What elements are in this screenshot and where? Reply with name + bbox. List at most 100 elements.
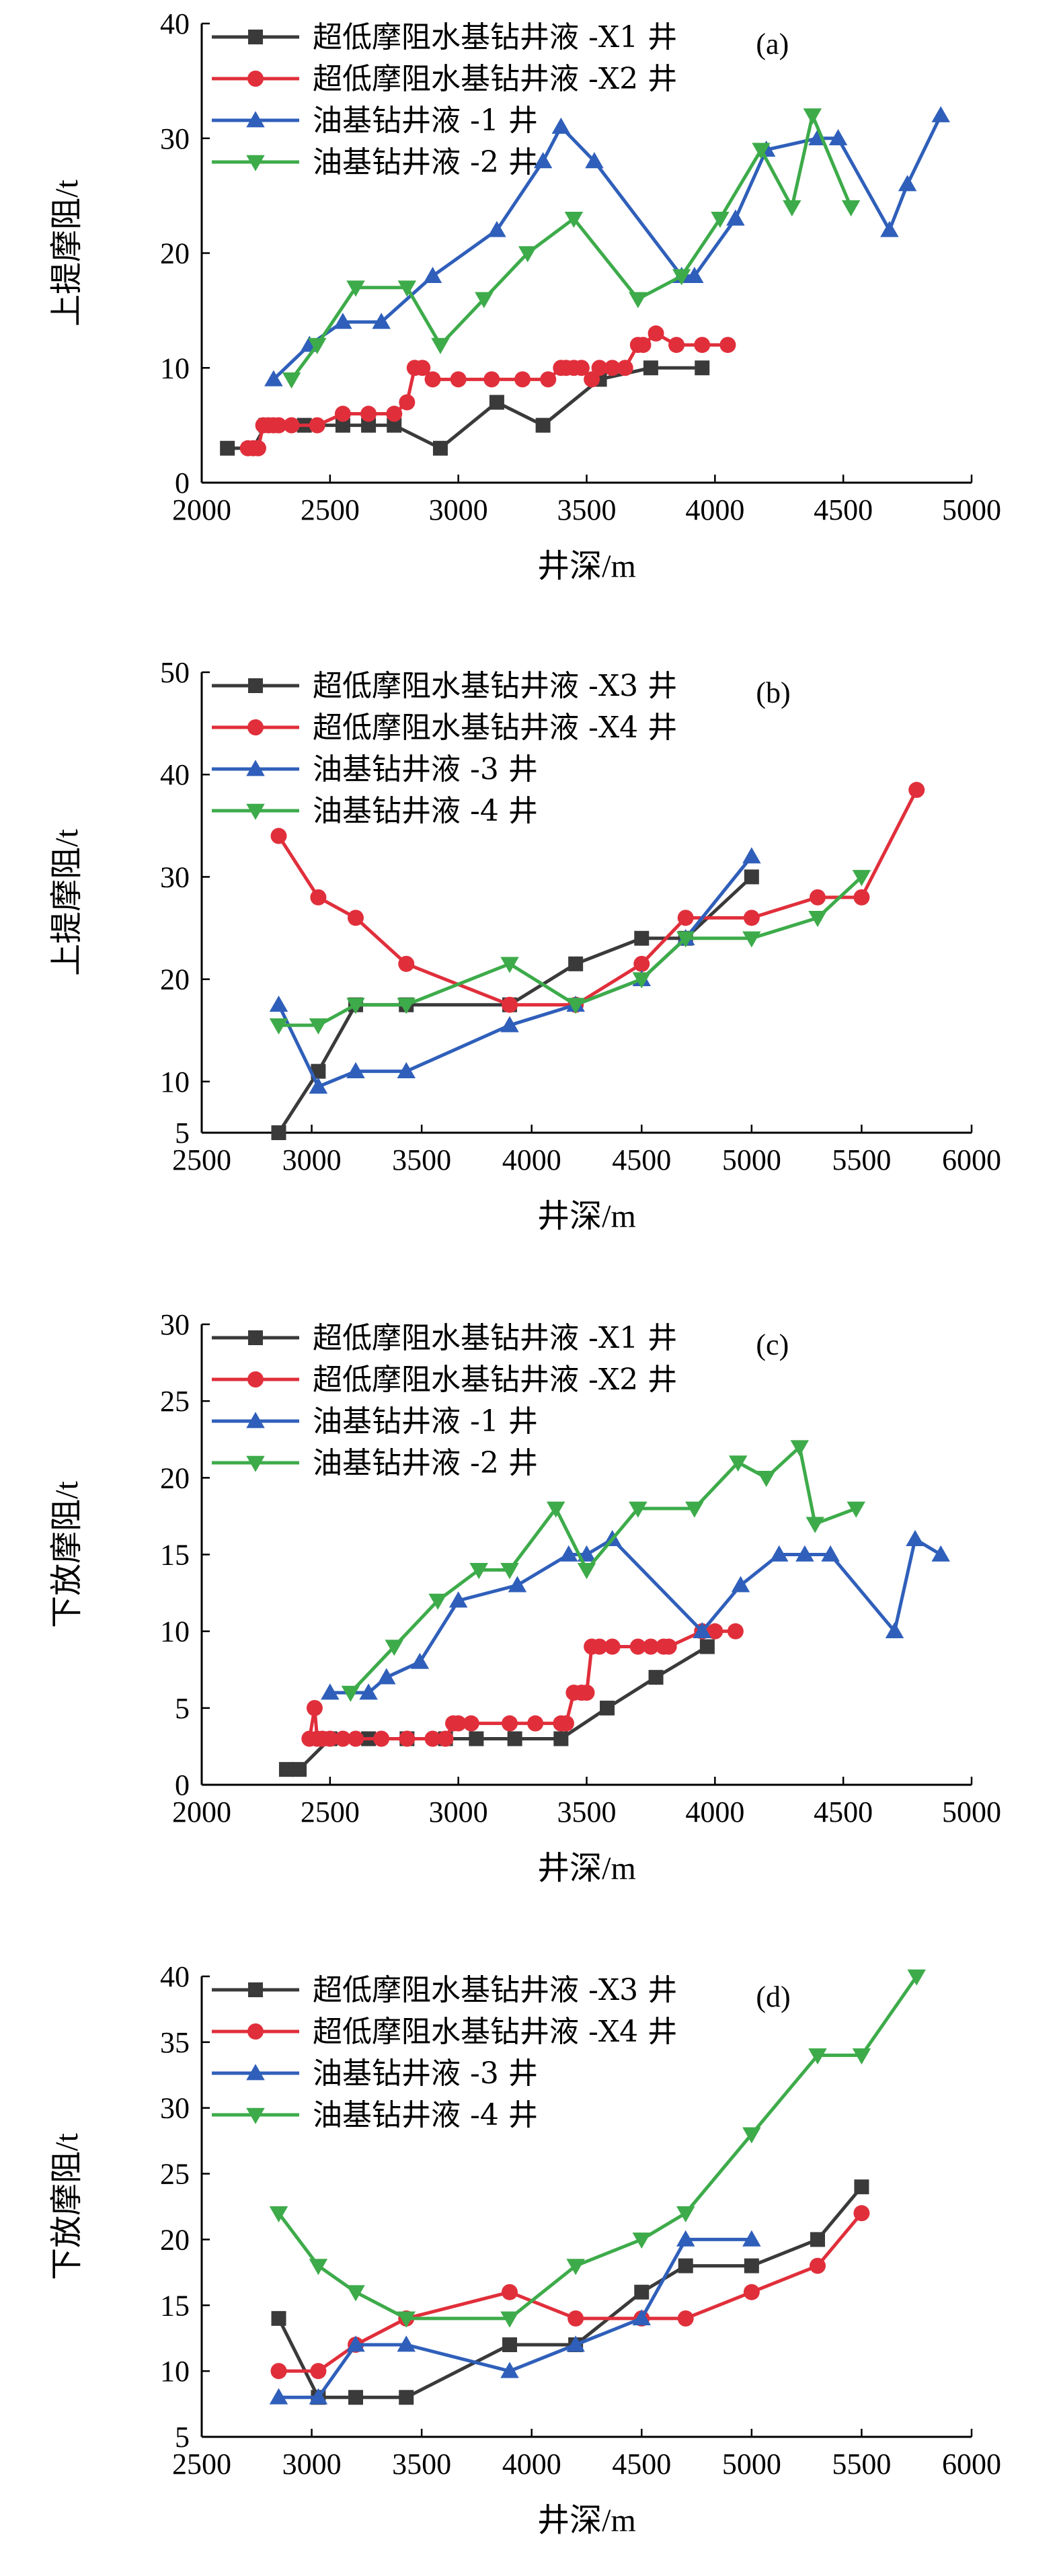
data-point (744, 869, 759, 885)
data-point (567, 2310, 584, 2327)
data-point (385, 1640, 403, 1656)
series-4 (269, 870, 871, 1035)
data-point (450, 1715, 467, 1732)
x-tick-label: 3000 (429, 1796, 488, 1828)
data-point (502, 996, 518, 1013)
data-point (334, 1730, 351, 1747)
data-point (634, 930, 650, 946)
data-point (577, 1563, 596, 1580)
x-tick-label: 2500 (172, 1143, 231, 1176)
y-tick-label: 10 (160, 1065, 190, 1098)
x-axis-label: 井深/m (537, 1199, 636, 1234)
legend-label: 油基钻井液 -4 井 (313, 794, 538, 828)
data-point (853, 2205, 870, 2222)
data-point (269, 2388, 288, 2405)
x-tick-label: 3000 (282, 1143, 342, 1176)
y-axis-label: 上提摩阻/t (49, 829, 85, 976)
y-tick-label: 20 (160, 237, 190, 270)
x-axis-label: 井深/m (537, 2503, 636, 2538)
data-point (360, 405, 377, 422)
data-point (806, 1517, 824, 1533)
x-tick-label: 4500 (814, 493, 873, 526)
data-point (591, 1638, 608, 1655)
data-point (282, 372, 301, 389)
data-point (783, 200, 801, 216)
data-point (346, 280, 365, 297)
series-4 (282, 108, 861, 389)
data-point (648, 1670, 664, 1685)
data-point (591, 360, 608, 376)
y-tick-label: 40 (160, 7, 190, 40)
data-point (676, 2230, 695, 2247)
x-tick-label: 2000 (172, 493, 231, 526)
data-point (853, 889, 870, 905)
data-point (693, 1621, 711, 1638)
data-point (931, 106, 950, 122)
y-tick-label: 10 (160, 352, 190, 385)
legend-label: 油基钻井液 -1 井 (313, 104, 538, 138)
y-tick-label: 40 (160, 758, 190, 791)
data-point (585, 152, 604, 169)
data-point (334, 405, 351, 422)
data-point (629, 292, 648, 309)
legend-label: 超低摩阻水基钻井液 -X3 井 (313, 669, 677, 703)
data-point (634, 2284, 650, 2300)
data-point (278, 1762, 294, 1777)
data-point (676, 2206, 695, 2223)
y-axis-label: 上提摩阻/t (49, 179, 85, 327)
data-point (414, 360, 431, 376)
data-point (386, 405, 403, 422)
data-point (372, 313, 391, 329)
data-point (632, 2309, 652, 2326)
y-tick-label: 10 (160, 2355, 190, 2388)
series-4 (341, 1440, 865, 1702)
data-point (564, 211, 584, 229)
data-point (908, 782, 925, 799)
data-point (306, 1699, 323, 1716)
data-point (642, 1638, 659, 1655)
data-point (270, 2363, 287, 2380)
series-2 (301, 1623, 744, 1747)
data-point (348, 910, 364, 926)
data-point (808, 2048, 827, 2065)
data-point (828, 129, 848, 146)
x-tick-label: 2500 (301, 1796, 360, 1828)
data-point (551, 117, 571, 134)
legend-label: 油基钻井液 -2 井 (313, 145, 538, 179)
data-point (854, 2179, 869, 2195)
series-3 (269, 2230, 761, 2405)
data-point (309, 1077, 328, 1094)
data-point (249, 440, 266, 456)
x-tick-label: 2000 (172, 1796, 231, 1828)
legend-marker (247, 719, 264, 735)
x-tick-label: 6000 (942, 1143, 1001, 1176)
data-point (885, 1621, 904, 1638)
x-tick-label: 3000 (429, 493, 488, 526)
legend-marker (246, 2064, 265, 2081)
x-tick-label: 5000 (942, 493, 1001, 526)
data-point (742, 2230, 761, 2247)
data-point (727, 1623, 744, 1640)
data-point (852, 2048, 871, 2065)
legend-marker (248, 678, 263, 693)
data-point (677, 910, 694, 926)
x-tick-label: 6000 (942, 2448, 1001, 2481)
y-tick-label: 30 (160, 122, 190, 155)
data-point (373, 1730, 390, 1747)
x-tick-label: 4000 (502, 2448, 561, 2481)
legend-label: 油基钻井液 -3 井 (313, 752, 538, 787)
legend-marker (246, 1455, 265, 1472)
data-point (632, 972, 652, 989)
x-tick-label: 3500 (392, 1143, 451, 1176)
data-point (742, 847, 761, 864)
data-point (489, 395, 504, 410)
legend-marker (246, 2107, 265, 2124)
data-point (377, 1668, 396, 1685)
data-point (553, 1731, 569, 1746)
data-point (707, 1623, 723, 1640)
legend-label: 超低摩阻水基钻井液 -X1 井 (313, 20, 677, 54)
data-point (359, 1683, 378, 1700)
data-point (500, 957, 519, 973)
